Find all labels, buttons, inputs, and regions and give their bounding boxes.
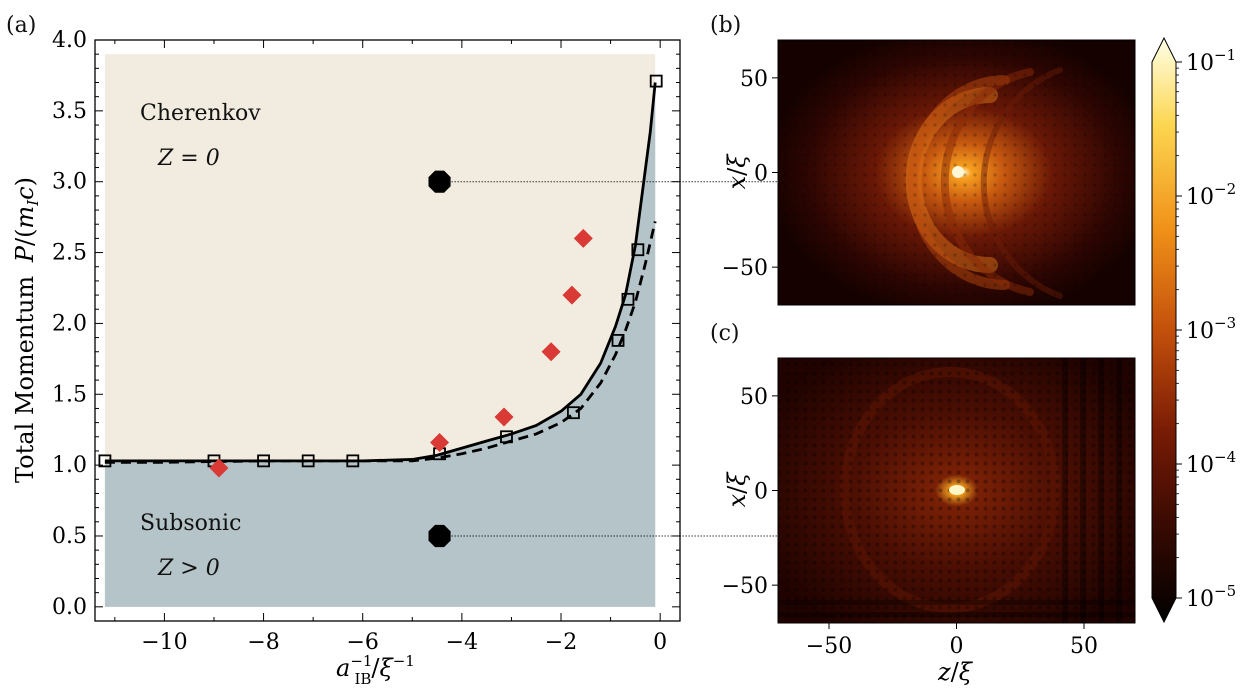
colorbar-tick-label: 10−1	[1186, 46, 1236, 76]
octagon-marker	[428, 524, 451, 548]
diamond-marker	[494, 407, 514, 427]
x-tick-label: −8	[247, 630, 279, 655]
panel-b-axes: 50 0 −50	[722, 39, 1136, 306]
square-marker	[567, 406, 580, 420]
square-marker	[257, 454, 270, 468]
heatmap-y-tick-label: 50	[740, 67, 768, 92]
series-dashed-line	[104, 221, 657, 464]
heatmap-x-tick-label: 50	[1070, 634, 1098, 659]
heatmap-y-tick-label: −50	[722, 574, 768, 599]
diamond-marker	[209, 458, 229, 478]
panel-label-c: (c)	[710, 321, 740, 346]
panel-a-frame	[94, 39, 681, 622]
y-tick-label: 0.0	[52, 595, 87, 620]
square-marker	[98, 454, 112, 468]
square-marker	[346, 454, 360, 468]
square-marker	[631, 243, 645, 257]
panel-a-xlabel: a−1 IB/ξ−1	[336, 652, 415, 688]
heatmap-y-tick-label: 0	[754, 480, 768, 505]
diamond-marker	[562, 285, 582, 305]
square-marker	[611, 334, 625, 347]
x-tick-label: −2	[545, 630, 577, 655]
heatmap-y-tick-label: 50	[740, 385, 768, 410]
panel-c-heatmap	[778, 358, 1135, 623]
y-tick-label: 1.0	[52, 453, 87, 478]
panel-label-a: (a)	[6, 13, 36, 38]
panel-c-axes: 50 0 −50 −50 0 50	[722, 357, 1136, 659]
x-tick-label: −6	[346, 630, 378, 655]
diamond-marker	[430, 432, 450, 452]
z-zero-label: Z = 0	[157, 146, 220, 171]
y-tick-label: 0.5	[52, 524, 87, 549]
heatmap-x-tick-label: 0	[950, 634, 964, 659]
panel-a-ticks: −10 −8 −6 −4 −2 0 0.0 0.5 1.0 1.5 2.0 2.5 3.0 3.5 4.0	[52, 28, 680, 655]
panel-a-ylabel: Total Momentum P/(mIc)	[11, 177, 42, 483]
heatmap-y-tick-label: −50	[722, 256, 768, 281]
panel-label-b: (b)	[710, 13, 741, 38]
x-tick-label: −4	[446, 630, 478, 655]
diamond-marker	[573, 228, 593, 248]
colorbar-tick-label: 10−3	[1186, 314, 1236, 344]
x-tick-label: 0	[653, 630, 667, 655]
panel-b-ylabel: x/ξ	[723, 153, 751, 190]
colorbar: 10−1 10−2 10−3 10−4 10−5	[1151, 36, 1236, 624]
square-marker	[649, 74, 663, 88]
panel-a-series	[98, 74, 663, 548]
y-tick-label: 3.5	[52, 99, 87, 124]
heatmap-x-tick-label: −50	[806, 634, 852, 659]
panel-c-xlabel: z/ξ	[937, 658, 974, 686]
subsonic-fill	[104, 82, 656, 607]
colorbar-tick-label: 10−5	[1186, 582, 1236, 612]
subsonic-label: Subsonic	[140, 511, 241, 536]
panel-b-heatmap	[778, 40, 1135, 305]
y-tick-label: 4.0	[52, 28, 87, 53]
heatmap-y-tick-label: 0	[754, 162, 768, 187]
z-positive-label: Z > 0	[157, 556, 220, 581]
square-marker	[621, 292, 635, 306]
square-marker	[301, 454, 315, 468]
panel-c-ylabel: x/ξ	[723, 471, 751, 508]
y-tick-label: 3.0	[52, 170, 87, 195]
colorbar-tick-label: 10−4	[1186, 448, 1236, 478]
cherenkov-label: Cherenkov	[140, 101, 261, 126]
y-tick-label: 2.5	[52, 241, 87, 266]
x-tick-label: −10	[141, 630, 187, 655]
y-tick-label: 2.0	[52, 311, 87, 336]
diamond-marker	[541, 342, 561, 362]
panel-a-plot: −10 −8 −6 −4 −2 0 0.0 0.5 1.0 1.5 2.0 2.5 3.0 3.5 4.0	[52, 28, 681, 655]
colorbar-tick-label: 10−2	[1186, 180, 1236, 210]
svg-text:Total Momentum P/(mIc): Total Momentum P/(mIc)	[11, 177, 42, 483]
octagon-marker	[428, 170, 451, 193]
square-marker	[500, 430, 513, 444]
y-tick-label: 1.5	[52, 382, 87, 407]
